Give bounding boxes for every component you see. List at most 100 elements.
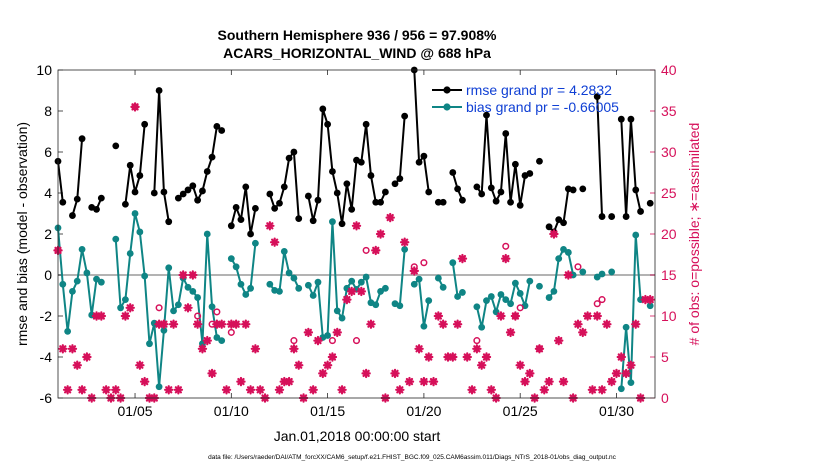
rmse-point <box>338 220 346 228</box>
obs-assimilated-stroke <box>396 386 404 394</box>
bias-point <box>252 239 259 247</box>
obs-assimilated-point <box>188 270 198 280</box>
obs-assimilated-stroke <box>521 377 529 386</box>
obs-assimilated-stroke <box>526 369 534 378</box>
obs-assimilated-stroke <box>425 353 433 361</box>
obs-assimilated-point <box>255 385 265 395</box>
legend-bias-label: bias grand pr = -0.66005 <box>466 99 619 115</box>
obs-assimilated-stroke <box>458 254 467 263</box>
plot-area <box>58 70 655 398</box>
bias-point <box>59 280 67 288</box>
rmse-point <box>112 142 120 150</box>
obs-assimilated-point <box>284 376 294 387</box>
obs-assimilated-stroke <box>160 320 168 328</box>
obs-assimilated-stroke <box>193 320 202 328</box>
obs-assimilated-stroke <box>126 304 134 312</box>
rmse-point <box>617 115 625 123</box>
rmse-point <box>401 112 409 120</box>
obs-assimilated-point <box>130 102 140 112</box>
rmse-point <box>213 122 221 130</box>
x-tick-label: 01/20 <box>406 403 441 419</box>
obs-assimilated-point <box>313 335 323 346</box>
obs-assimilated-point <box>616 352 626 362</box>
bias-point <box>516 290 524 297</box>
obs-assimilated-stroke <box>290 345 298 353</box>
bias-point <box>194 294 202 301</box>
obs-assimilated-stroke <box>540 386 548 394</box>
rmse-point <box>199 187 206 195</box>
obs-assimilated-stroke <box>463 353 471 361</box>
bias-point <box>410 280 418 288</box>
bias-point <box>420 322 428 330</box>
obs-assimilated-stroke <box>102 386 110 394</box>
bias-point <box>536 282 543 290</box>
bias-point <box>73 277 81 285</box>
obs-assimilated-point <box>645 294 655 305</box>
obs-assimilated-stroke <box>314 336 322 345</box>
obs-assimilated-point <box>197 344 208 354</box>
bias-point <box>348 277 356 285</box>
obs-assimilated-stroke <box>285 377 293 386</box>
bias-point <box>304 281 312 289</box>
bias-point <box>617 385 625 393</box>
obs-assimilated-point <box>621 368 631 379</box>
bias-point <box>97 278 105 286</box>
obs-assimilated-point <box>448 352 458 362</box>
y-tick-label: 0 <box>44 267 52 283</box>
y-right-tick-label: 5 <box>661 349 669 365</box>
rmse-point <box>357 158 365 166</box>
obs-assimilated-stroke <box>376 230 385 238</box>
obs-assimilated-stroke <box>405 377 414 386</box>
rmse-point <box>324 120 332 128</box>
rmse-point <box>280 183 288 191</box>
obs-assimilated-point <box>544 376 554 387</box>
obs-possible-point <box>574 263 582 271</box>
obs-assimilated-stroke <box>246 386 255 394</box>
obs-possible-point <box>328 337 336 345</box>
bias-point <box>343 284 351 292</box>
rmse-point <box>271 204 279 212</box>
obs-possible-point <box>502 242 510 250</box>
obs-assimilated-stroke <box>420 377 428 386</box>
obs-assimilated-point <box>101 385 111 395</box>
obs-assimilated-stroke <box>429 377 438 386</box>
bias-point <box>155 383 163 391</box>
obs-assimilated-point <box>496 311 506 321</box>
rmse-point <box>449 169 457 176</box>
rmse-point <box>608 213 616 220</box>
obs-assimilated-stroke <box>434 312 443 320</box>
bias-point <box>309 292 317 299</box>
y-axis-right-label: # of obs: o=possible; ∗=assimilated <box>686 123 702 346</box>
bias-point <box>290 274 298 282</box>
obs-possible-point <box>420 259 428 267</box>
obs-assimilated-point <box>135 360 145 370</box>
obs-assimilated-point <box>573 319 583 329</box>
obs-assimilated-stroke <box>535 345 544 353</box>
bias-point <box>141 272 149 280</box>
obs-assimilated-stroke <box>410 267 418 275</box>
obs-assimilated-stroke <box>482 353 491 361</box>
obs-assimilated-stroke <box>174 386 183 394</box>
obs-assimilated-point <box>192 319 203 329</box>
bias-point <box>362 273 370 281</box>
obs-assimilated-stroke <box>333 328 341 337</box>
x-tick-label: 01/15 <box>310 403 345 419</box>
bias-point <box>401 245 409 253</box>
obs-assimilated-stroke <box>83 353 91 361</box>
rmse-point <box>637 208 644 215</box>
rmse-point <box>487 184 495 192</box>
obs-assimilated-point <box>250 344 261 354</box>
bias-point <box>227 255 235 262</box>
rmse-point <box>502 130 510 137</box>
obs-assimilated-stroke <box>502 254 510 263</box>
y-right-tick-label: 0 <box>661 390 669 406</box>
obs-assimilated-stroke <box>588 386 597 394</box>
obs-assimilated-stroke <box>97 312 105 320</box>
y-right-tick-label: 20 <box>661 226 677 242</box>
bias-point <box>184 283 192 291</box>
bias-point <box>208 303 216 311</box>
obs-assimilated-stroke <box>232 320 240 328</box>
rmse-point <box>434 198 442 206</box>
obs-possible-point <box>516 304 524 312</box>
bias-point <box>117 304 124 312</box>
